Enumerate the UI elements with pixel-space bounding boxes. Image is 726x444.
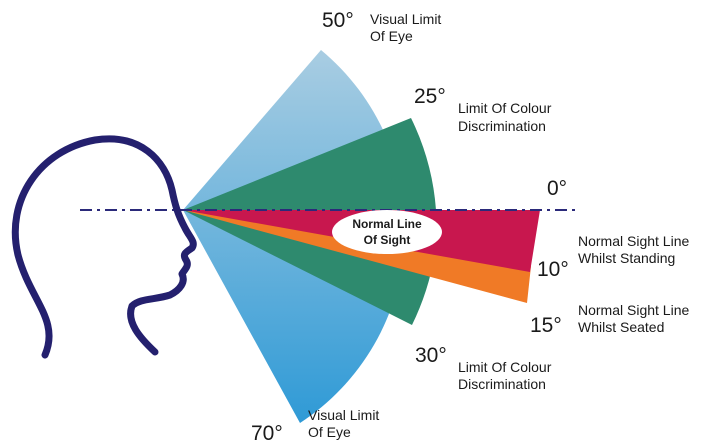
angle-degree: 15° (530, 314, 562, 337)
angle-label: Whilst Seated (578, 319, 664, 335)
angle-degree: 70° (251, 422, 283, 444)
angle-label: Whilst Standing (578, 250, 675, 266)
angle-label: Of Eye (370, 28, 413, 44)
center-label: Normal Line (352, 217, 422, 231)
angle-label: Limit Of Colour (458, 100, 552, 116)
angle-degree: 10° (537, 258, 569, 281)
angle-label: Limit Of Colour (458, 359, 552, 375)
angle-degree: 25° (414, 85, 446, 108)
center-label-bg (332, 210, 442, 254)
angle-label: Normal Sight Line (578, 233, 689, 249)
angle-label: Of Eye (308, 424, 351, 440)
head-outline (11, 135, 197, 359)
angle-label: Discrimination (458, 118, 546, 134)
angle-degree: 0° (547, 177, 567, 200)
angle-label: Visual Limit (308, 407, 379, 423)
seated-sector (183, 210, 531, 303)
angle-label: Visual Limit (370, 11, 441, 27)
angle-label: Discrimination (458, 376, 546, 392)
colour-sector-upper (183, 118, 436, 210)
angle-label: Normal Sight Line (578, 302, 689, 318)
angle-degree: 30° (415, 344, 447, 367)
center-label: Of Sight (364, 233, 411, 247)
angle-degree: 50° (322, 9, 354, 32)
